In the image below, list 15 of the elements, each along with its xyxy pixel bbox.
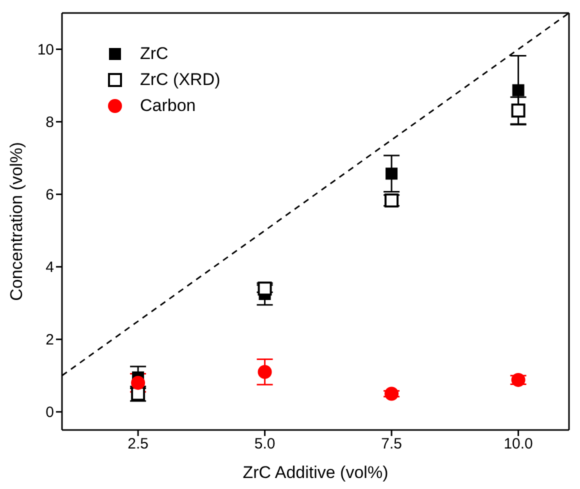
y-tick-label: 8 (46, 114, 54, 132)
x-tick-label: 10.0 (504, 436, 533, 453)
legend-label: ZrC (XRD) (140, 70, 220, 90)
y-axis-title: Concentration (vol%) (7, 142, 26, 301)
x-tick-label: 2.5 (128, 436, 148, 453)
y-tick-label: 2 (46, 332, 54, 349)
y-tick-label: 4 (46, 259, 54, 276)
legend-label: ZrC (140, 44, 168, 64)
y-tick-label: 0 (46, 404, 54, 422)
legend-label: Carbon (140, 96, 196, 116)
y-tick-label: 10 (37, 42, 54, 59)
y-tick-label: 6 (46, 186, 54, 204)
x-tick-label: 7.5 (381, 436, 402, 453)
x-tick-label: 5.0 (254, 436, 276, 453)
x-axis-title: ZrC Additive (vol%) (242, 463, 388, 482)
